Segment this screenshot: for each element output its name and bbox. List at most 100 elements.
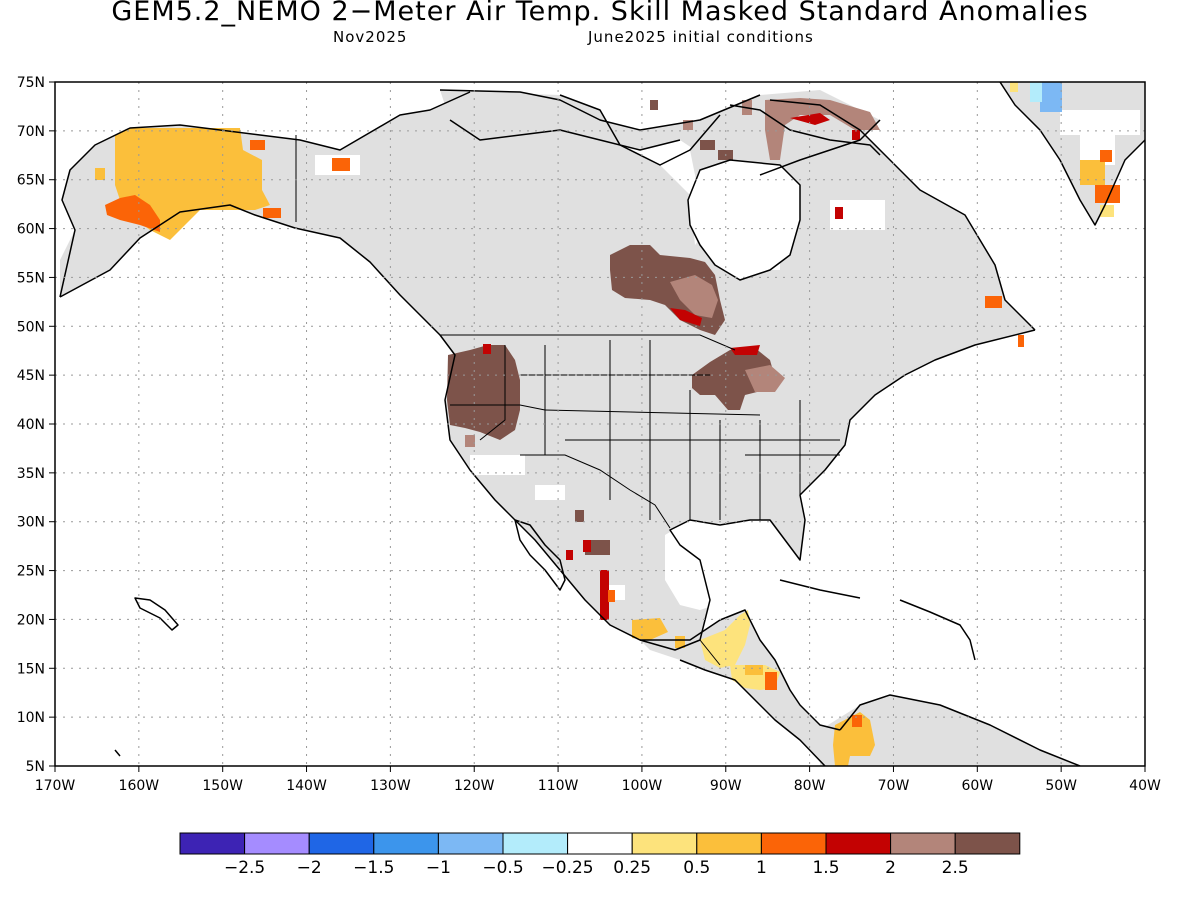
colorbar-label: −2 (297, 858, 322, 878)
colorbar-label: −1.5 (353, 858, 394, 878)
lat-tick-label: 60N (17, 222, 45, 238)
region-mexico-red-3 (566, 550, 573, 560)
colorbar-swatch (437, 832, 504, 855)
region-great-lakes-brown (692, 348, 775, 410)
region-mexico-red-2 (600, 570, 609, 620)
colorbar-label: 0.25 (613, 858, 651, 878)
colorbar-swatch (502, 832, 569, 855)
region-pacific-nw-red (483, 344, 491, 354)
colorbar-swatch (567, 832, 633, 855)
region-central-america-yellow (632, 618, 668, 640)
lon-tick-label: 60W (961, 778, 993, 794)
colorbar-swatch (244, 832, 310, 855)
map-body (59, 82, 1145, 766)
colorbar-swatch (825, 832, 892, 855)
region-honduras-orange (765, 672, 777, 690)
region-alaska-yellow-2 (95, 168, 105, 180)
lon-tick-label: 170W (35, 778, 76, 794)
lat-tick-label: 35N (17, 466, 45, 482)
region-alaska-orange (105, 195, 160, 232)
colorbar-swatch (890, 832, 956, 855)
region-alaska-orange-2 (263, 208, 281, 218)
anomaly-regions (95, 82, 1120, 766)
lon-tick-label: 100W (622, 778, 663, 794)
lon-tick-label: 130W (370, 778, 411, 794)
region-pacific-nw-tan (465, 435, 475, 447)
region-baffin-tan (765, 98, 880, 160)
colorbar-label: 0.5 (683, 858, 710, 878)
lat-tick-label: 10N (17, 710, 45, 726)
region-baffin-red-2 (852, 130, 860, 140)
region-baffin-brown-1 (700, 140, 715, 150)
region-newfoundland-orange-2 (1018, 335, 1024, 347)
lat-tick-label: 75N (17, 75, 45, 91)
region-greenland-yellow-2 (1080, 160, 1105, 185)
region-newfoundland-orange (985, 296, 1002, 308)
region-yucatan-light (700, 610, 750, 668)
colorbar-label: −0.25 (542, 858, 594, 878)
region-south-america-orange (852, 715, 862, 727)
region-pacific-nw-brown (447, 345, 520, 440)
colorbar-label: −1 (426, 858, 451, 878)
longitude-axis: 170W 160W 150W 140W 130W 120W 110W 100W 90W 80W 70… (35, 766, 1161, 794)
region-yukon-orange (332, 158, 350, 171)
region-mexico-red-1 (583, 540, 591, 552)
initial-conditions: June2025 initial conditions (588, 28, 814, 46)
south-america (820, 695, 1080, 766)
lat-tick-label: 30N (17, 515, 45, 531)
lat-tick-label: 40N (17, 417, 45, 433)
greenland (1000, 82, 1145, 225)
region-central-america-orange-1 (675, 636, 685, 648)
region-baffin-brown-3 (650, 100, 658, 110)
lat-tick-label: 55N (17, 270, 45, 286)
region-mexico-brown-1 (575, 510, 584, 522)
region-great-lakes-red (730, 345, 760, 355)
region-honduras-yellow (745, 665, 763, 675)
lon-tick-label: 90W (710, 778, 742, 794)
colorbar: −2.5 −2 −1.5 −1 −0.5 −0.25 0.25 0.5 1 1.5 2 2.5 (179, 832, 1021, 878)
lon-tick-label: 120W (454, 778, 495, 794)
lon-tick-label: 160W (119, 778, 160, 794)
map-title: GEM5.2_NEMO 2−Meter Air Temp. Skill Mask… (111, 0, 1089, 27)
colorbar-swatch (179, 832, 246, 855)
colorbar-swatch (631, 832, 698, 855)
region-greenland-lightblue (1040, 82, 1062, 112)
lat-tick-label: 15N (17, 661, 45, 677)
region-mexico-brown-2 (585, 540, 610, 555)
lon-tick-label: 110W (538, 778, 579, 794)
region-greenland-orange (1095, 185, 1120, 203)
region-great-lakes-tan (745, 365, 785, 392)
colorbar-swatch (760, 832, 827, 855)
colorbar-label: 2.5 (942, 858, 969, 878)
lat-tick-label: 20N (17, 612, 45, 628)
lat-tick-label: 25N (17, 564, 45, 580)
region-labrador-red (835, 207, 843, 219)
region-greenland-cyan (1030, 82, 1042, 102)
colorbar-label: −0.5 (482, 858, 523, 878)
lat-tick-label: 65N (17, 173, 45, 189)
colorbar-label: 1 (756, 858, 767, 878)
region-greenland-orange-2 (1100, 150, 1112, 162)
lat-tick-label: 70N (17, 124, 45, 140)
region-alaska-orange-3 (250, 140, 265, 150)
colorbar-swatch (954, 832, 1021, 855)
political-boundaries (295, 135, 840, 666)
lon-tick-label: 150W (202, 778, 243, 794)
lon-tick-label: 80W (794, 778, 826, 794)
region-northern-plains-red (670, 308, 702, 326)
lon-tick-label: 40W (1129, 778, 1161, 794)
lon-tick-label: 140W (286, 778, 327, 794)
region-northern-plains-tan (670, 275, 718, 318)
lon-tick-label: 70W (878, 778, 910, 794)
colorbar-swatch (373, 832, 439, 855)
lat-tick-label: 45N (17, 368, 45, 384)
region-baffin-red (790, 113, 830, 125)
colorbar-label: 1.5 (812, 858, 839, 878)
colorbar-swatch (696, 832, 762, 855)
region-baffin-tan-3 (683, 120, 693, 130)
colorbar-label: −2.5 (224, 858, 265, 878)
forecast-month: Nov2025 (333, 28, 408, 46)
gridlines (55, 82, 1145, 766)
region-greenland-yellow-1 (1010, 82, 1018, 92)
